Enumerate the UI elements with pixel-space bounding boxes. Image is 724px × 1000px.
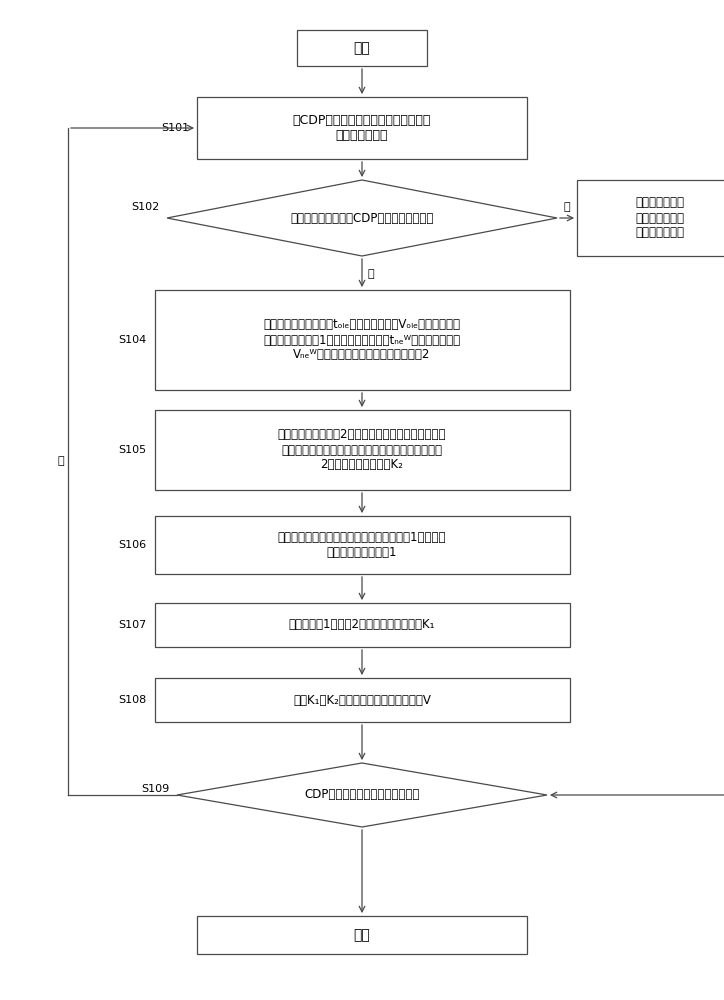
Text: S109: S109 [140, 784, 169, 794]
Text: S106: S106 [119, 540, 146, 550]
Text: S101: S101 [161, 123, 189, 133]
Polygon shape [177, 763, 547, 827]
Text: 是: 是 [563, 202, 570, 212]
Text: 结束: 结束 [353, 928, 371, 942]
Bar [154, 516, 570, 574]
Bar [577, 180, 724, 256]
Bar [154, 603, 570, 647]
Text: 平移上一步所得的切线与理论时距曲线方程1相切，得
到一切点，记为切点1: 平移上一步所得的切线与理论时距曲线方程1相切，得 到一切点，记为切点1 [278, 531, 446, 559]
Text: 开始: 开始 [353, 41, 371, 55]
Text: 根据K₁和K₂计算该时间点的层位速度值V: 根据K₁和K₂计算该时间点的层位速度值V [293, 694, 431, 706]
Text: 直接将该时间点
上的叠加速度作
为其双曲线速度: 直接将该时间点 上的叠加速度作 为其双曲线速度 [635, 196, 684, 239]
Bar [297, 30, 427, 66]
Text: 计算过切点1和切点2的直线的斜率，记为K₁: 计算过切点1和切点2的直线的斜率，记为K₁ [289, 618, 435, 632]
Text: 从CDP上读入一个时间点的时间及其对
应的叠加速度值: 从CDP上读入一个时间点的时间及其对 应的叠加速度值 [292, 114, 432, 142]
Bar [197, 916, 527, 954]
Text: S108: S108 [118, 695, 146, 705]
Bar [154, 290, 570, 390]
Text: 否: 否 [368, 269, 374, 279]
Text: S105: S105 [119, 445, 146, 455]
Bar [154, 678, 570, 722]
Text: S104: S104 [118, 335, 146, 345]
Text: 在理论时距曲线方程2上等间隔取若干个点，求取所述
若干个点中任意一点的切线的斜率，将该点记为切点
2，所得切线斜率记为K₂: 在理论时距曲线方程2上等间隔取若干个点，求取所述 若干个点中任意一点的切线的斜率… [278, 428, 446, 472]
Text: S107: S107 [118, 620, 146, 630]
Text: 以前一个时间点的时间tₒₗₑ及其叠加速度值Vₒₗₑ建立其相应的
理论时距曲线方程1，以本时间点的时间tₙₑᵂ及其叠加速度值
Vₙₑᵂ分别建立相应的理论时距曲线方: 以前一个时间点的时间tₒₗₑ及其叠加速度值Vₒₗₑ建立其相应的 理论时距曲线方程… [264, 318, 460, 361]
Bar [154, 410, 570, 490]
Text: S102: S102 [131, 202, 159, 212]
Bar [197, 97, 527, 159]
Text: 否: 否 [57, 456, 64, 466]
Polygon shape [167, 180, 557, 256]
Text: CDP上的所有时间点是否都处理完: CDP上的所有时间点是否都处理完 [304, 788, 420, 802]
Text: 读入的时间点是否是CDP上的第一个时间点: 读入的时间点是否是CDP上的第一个时间点 [290, 212, 434, 225]
